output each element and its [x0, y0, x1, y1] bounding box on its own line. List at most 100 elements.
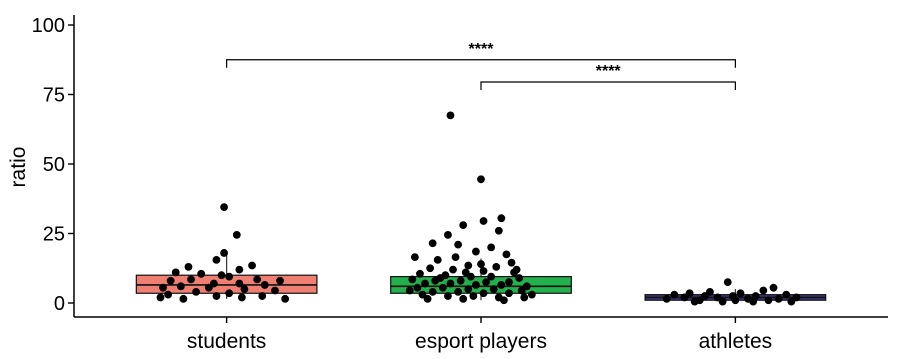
data-point — [492, 262, 501, 271]
data-point — [690, 297, 699, 306]
data-point — [759, 286, 768, 295]
data-point — [718, 297, 727, 306]
data-point — [505, 278, 513, 287]
data-point — [281, 294, 290, 303]
data-point — [428, 287, 437, 296]
data-point — [184, 262, 193, 271]
data-point — [423, 294, 432, 303]
data-point — [179, 294, 188, 303]
data-point — [512, 265, 521, 274]
data-point — [479, 267, 488, 275]
data-point — [192, 287, 201, 296]
data-point — [421, 279, 429, 288]
data-point — [520, 293, 529, 302]
data-point — [433, 256, 442, 264]
y-tick-label: 75 — [43, 85, 65, 107]
y-tick-label: 100 — [32, 15, 65, 37]
data-point — [723, 278, 732, 287]
data-point — [782, 290, 791, 299]
data-point — [787, 297, 796, 306]
data-point — [502, 250, 511, 259]
data-point — [469, 292, 478, 300]
data-point — [456, 276, 465, 285]
data-point — [204, 283, 213, 292]
data-point — [444, 292, 452, 300]
data-point — [444, 230, 452, 239]
data-point — [220, 249, 228, 257]
data-point — [253, 275, 262, 284]
y-tick-label: 25 — [43, 224, 65, 246]
data-point — [408, 275, 417, 284]
data-point — [515, 274, 524, 282]
data-point — [507, 258, 516, 267]
data-point — [454, 287, 463, 296]
data-point — [461, 268, 470, 277]
data-point — [171, 268, 180, 277]
data-point — [176, 282, 185, 291]
axes-layer: ratio 0 25 50 75 100 students esport players at… — [7, 15, 888, 353]
data-point — [464, 261, 473, 270]
data-point — [159, 283, 167, 292]
data-point — [517, 286, 526, 295]
data-point — [410, 253, 419, 262]
data-point — [680, 293, 689, 302]
data-point — [271, 286, 279, 295]
data-point — [166, 276, 175, 285]
data-point — [505, 289, 513, 298]
significance-bracket — [226, 59, 736, 68]
data-point — [232, 230, 241, 239]
data-point — [497, 214, 506, 223]
data-point — [235, 279, 244, 288]
data-point — [217, 271, 226, 280]
data-point — [446, 279, 455, 288]
data-point — [438, 283, 447, 292]
data-point — [472, 281, 480, 289]
data-point — [769, 283, 778, 292]
data-point — [428, 239, 437, 248]
data-point — [416, 269, 424, 278]
y-axis-label: ratio — [7, 147, 30, 188]
data-point — [225, 272, 234, 281]
data-point — [499, 296, 508, 305]
data-point — [527, 290, 536, 299]
data-point — [464, 285, 473, 293]
y-tick-label: 50 — [43, 154, 65, 176]
data-point — [454, 240, 463, 249]
data-point — [482, 278, 490, 287]
data-point — [240, 285, 249, 293]
data-point — [477, 175, 485, 184]
data-point — [413, 283, 422, 292]
data-point — [212, 256, 221, 264]
data-point — [248, 261, 256, 270]
data-point — [764, 296, 773, 305]
data-point — [258, 292, 267, 300]
significance-bracket — [480, 81, 736, 90]
data-point — [237, 293, 246, 302]
data-point — [479, 217, 488, 225]
data-point — [459, 294, 468, 303]
data-point — [479, 289, 488, 298]
data-point — [426, 264, 435, 273]
data-point — [472, 247, 480, 256]
significance-label: **** — [469, 41, 495, 58]
data-point — [670, 290, 679, 299]
data-point — [164, 290, 173, 299]
data-point — [220, 203, 228, 211]
data-point — [446, 111, 455, 120]
significance-label: **** — [596, 63, 622, 80]
x-tick-label: athletes — [699, 330, 773, 353]
data-point — [436, 274, 445, 282]
data-point — [731, 296, 740, 305]
data-point — [774, 294, 783, 303]
data-point — [197, 269, 206, 278]
data-point — [156, 293, 165, 302]
data-point — [736, 289, 745, 298]
data-point — [662, 294, 671, 303]
data-point — [497, 281, 506, 289]
data-point — [489, 285, 498, 293]
data-point — [487, 243, 496, 252]
x-tick-label: esport players — [415, 330, 547, 353]
data-point — [212, 292, 221, 300]
